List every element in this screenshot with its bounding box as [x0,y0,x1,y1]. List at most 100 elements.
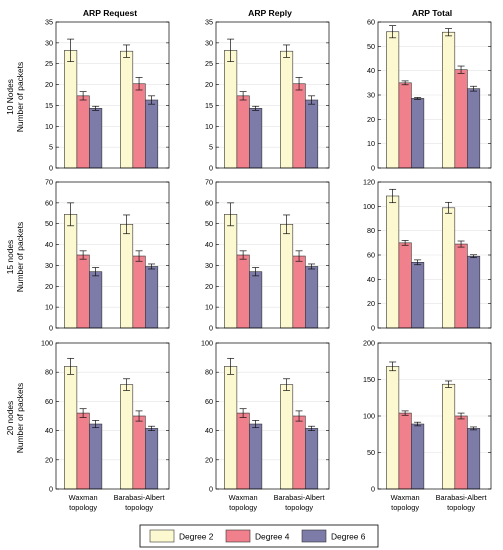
bar [132,415,146,490]
x-category-label: Barabasi-Albert [436,493,487,502]
y-tick-label: 100 [41,339,53,348]
bar [398,242,412,329]
bar [89,271,103,329]
column-title-arp-reply: ARP Reply [248,8,292,18]
y-tick-label: 40 [45,426,53,435]
y-tick-label: 10 [367,139,375,148]
plot-frame [377,21,492,169]
y-tick-label: 15 [205,101,213,110]
y-tick-label: 20 [367,115,375,124]
bar [467,88,481,169]
bar [442,31,456,169]
chart-panel: 0 20 40 60 80 100 120 [363,178,492,333]
bar [442,383,456,490]
plot-frame [377,342,492,490]
y-tick-label: 70 [205,178,213,187]
bar [467,428,481,490]
row-label-line-2: Number of packets [15,383,25,453]
bar [145,99,159,169]
legend-label-degree-2: Degree 2 [179,532,214,542]
y-tick-label: 0 [49,164,53,173]
bar [305,266,319,329]
legend-swatch-degree-4 [225,529,251,543]
legend-swatch-degree-2 [149,529,175,543]
bar [411,423,425,490]
y-tick-label: 20 [367,299,375,308]
y-tick-label: 0 [209,164,213,173]
bar [224,366,238,490]
y-tick-label: 40 [45,240,53,249]
chart-panels: 0 5 10 15 20 25 30 35 0 5 10 15 20 25 30 35 0 10 20 30 40 50 6… [41,18,492,512]
y-tick-label: 0 [371,485,375,494]
y-tick-label: 10 [205,303,213,312]
chart-panel: 0 10 20 30 40 50 60 [367,18,492,173]
y-tick-label: 100 [363,202,375,211]
y-tick-label: 80 [367,226,375,235]
y-tick-label: 35 [205,18,213,27]
bar [89,108,103,169]
y-tick-label: 15 [45,101,53,110]
x-category-label: topology [125,503,153,512]
bar [64,50,78,169]
x-category-label: Waxman [391,493,420,502]
y-tick-label: 70 [45,178,53,187]
column-title-arp-total: ARP Total [412,8,452,18]
bar [145,428,159,490]
bar [120,384,134,490]
bar [454,415,468,490]
y-tick-label: 40 [205,426,213,435]
bar [292,255,306,329]
y-tick-label: 10 [45,122,53,131]
bar [224,50,238,169]
chart-panel: 020406080100WaxmantopologyBarabasi-Alber… [201,339,330,512]
bar [132,255,146,329]
plot-frame [55,181,170,329]
x-category-label: topology [229,503,257,512]
y-tick-label: 60 [45,198,53,207]
y-tick-label: 10 [205,122,213,131]
row-label-10-nodes: 10 Nodes Number of packets [5,62,25,132]
plot-frame [215,181,330,329]
bar [305,99,319,169]
y-tick-label: 25 [45,59,53,68]
bar [249,271,263,329]
chart-panel: 0 10 20 30 40 50 60 70 [205,178,330,333]
bar [305,428,319,490]
x-category-label: topology [285,503,313,512]
bar [236,95,250,169]
y-tick-label: 150 [363,375,375,384]
bar [132,83,146,169]
bar [386,195,400,329]
bar [76,412,90,490]
legend-label-degree-4: Degree 4 [255,532,290,542]
y-tick-label: 25 [205,59,213,68]
row-label-line-2: Number of packets [15,62,25,132]
plot-frame [377,181,492,329]
legend-label-degree-6: Degree 6 [331,532,366,542]
plot-frame [55,21,170,169]
chart-panel: 0 5 10 15 20 25 30 35 [205,18,330,173]
bar [64,214,78,329]
y-tick-label: 0 [209,324,213,333]
x-category-label: Barabasi-Albert [114,493,165,502]
bar [145,266,159,329]
chart-panel: 020406080100WaxmantopologyBarabasi-Alber… [41,339,170,512]
bar [64,366,78,490]
y-tick-label: 80 [45,368,53,377]
bar [120,224,134,329]
y-tick-label: 50 [45,219,53,228]
y-tick-label: 60 [205,198,213,207]
bar [454,243,468,329]
y-tick-label: 20 [205,455,213,464]
y-tick-label: 60 [367,251,375,260]
x-category-label: topology [69,503,97,512]
x-category-label: topology [391,503,419,512]
bar [386,31,400,169]
plot-frame [215,21,330,169]
column-titles: ARP Request ARP Reply ARP Total [83,8,452,18]
y-tick-label: 80 [205,368,213,377]
y-tick-label: 40 [367,275,375,284]
bar [398,412,412,490]
row-label-20-nodes: 20 nodes Number of packets [5,383,25,453]
